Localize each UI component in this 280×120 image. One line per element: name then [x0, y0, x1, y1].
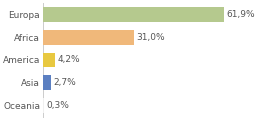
Bar [43, 30, 134, 45]
Text: 2,7%: 2,7% [53, 78, 76, 87]
Text: 31,0%: 31,0% [136, 33, 165, 42]
Bar [43, 75, 51, 90]
Text: 0,3%: 0,3% [46, 101, 69, 110]
Bar [43, 7, 224, 22]
Text: 4,2%: 4,2% [58, 55, 80, 64]
Bar [43, 53, 55, 67]
Bar [43, 98, 44, 113]
Text: 61,9%: 61,9% [227, 10, 255, 19]
